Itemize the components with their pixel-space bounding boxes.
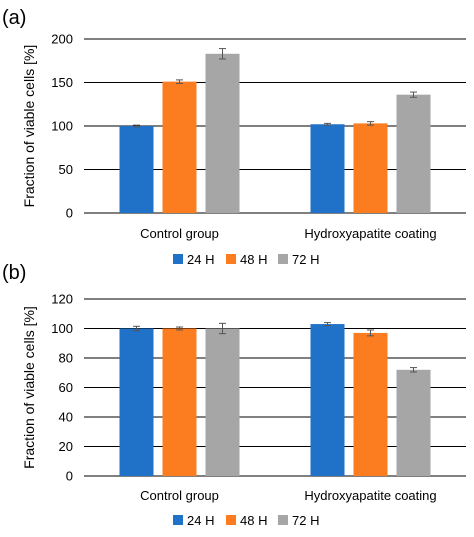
panel-b-y-tick-label: 0 — [66, 469, 73, 484]
panel-a-category-label: Control group — [140, 226, 219, 241]
panel-b-bar-24h-coating — [310, 324, 345, 476]
panel-b-bar-72h-control — [205, 328, 240, 476]
panel-a-y-tick-label: 150 — [51, 75, 73, 90]
panel-b-legend-label: 72 H — [292, 513, 319, 528]
panel-a-legend-swatch — [226, 254, 236, 264]
panel-b-y-axis-label: Fraction of viable cells [%] — [21, 306, 37, 469]
panel-b-category-label: Hydroxyapatite coating — [304, 488, 436, 503]
panel-a-bar-24h-control — [119, 126, 154, 213]
panel-b-bar-72h-coating — [396, 369, 431, 476]
panel-b-category-label: Control group — [140, 488, 219, 503]
panel-b-panel-label: (b) — [2, 262, 26, 284]
panel-b-legend-label: 24 H — [187, 513, 214, 528]
panel-a-bar-48h-coating — [353, 123, 388, 213]
panel-b-y-tick-label: 40 — [59, 410, 73, 425]
panel-b-legend-label: 48 H — [240, 513, 267, 528]
panel-b-y-tick-label: 100 — [51, 321, 73, 336]
panel-b-y-tick-label: 20 — [59, 439, 73, 454]
panel-a-legend-label: 24 H — [187, 252, 214, 267]
panel-a-legend-label: 72 H — [292, 252, 319, 267]
panel-b-bar-48h-control — [162, 328, 197, 476]
panel-b-legend-swatch — [173, 515, 183, 525]
panel-b-y-tick-label: 120 — [51, 292, 73, 307]
panel-b-bar-48h-coating — [353, 332, 388, 476]
panel-a-y-tick-label: 200 — [51, 32, 73, 47]
panel-b-bar-24h-control — [119, 328, 154, 476]
panel-a-y-tick-label: 0 — [66, 206, 73, 221]
panel-a-panel-label: (a) — [2, 7, 26, 29]
panel-b-y-tick-label: 60 — [59, 380, 73, 395]
panel-a-y-tick-label: 50 — [59, 162, 73, 177]
panel-b-legend-swatch — [226, 515, 236, 525]
panel-a-legend-swatch — [173, 254, 183, 264]
panel-a-y-tick-label: 100 — [51, 119, 73, 134]
panel-a-bar-72h-control — [205, 53, 240, 213]
panel-b-y-tick-label: 80 — [59, 351, 73, 366]
panel-a-bar-72h-coating — [396, 94, 431, 213]
panel-a-category-label: Hydroxyapatite coating — [304, 226, 436, 241]
panel-b-legend-swatch — [278, 515, 288, 525]
panel-a-legend-swatch — [278, 254, 288, 264]
panel-a-bar-48h-control — [162, 81, 197, 213]
panel-a-legend-label: 48 H — [240, 252, 267, 267]
panel-a-y-axis-label: Fraction of viable cells [%] — [21, 45, 37, 208]
panel-a-bar-24h-coating — [310, 124, 345, 213]
